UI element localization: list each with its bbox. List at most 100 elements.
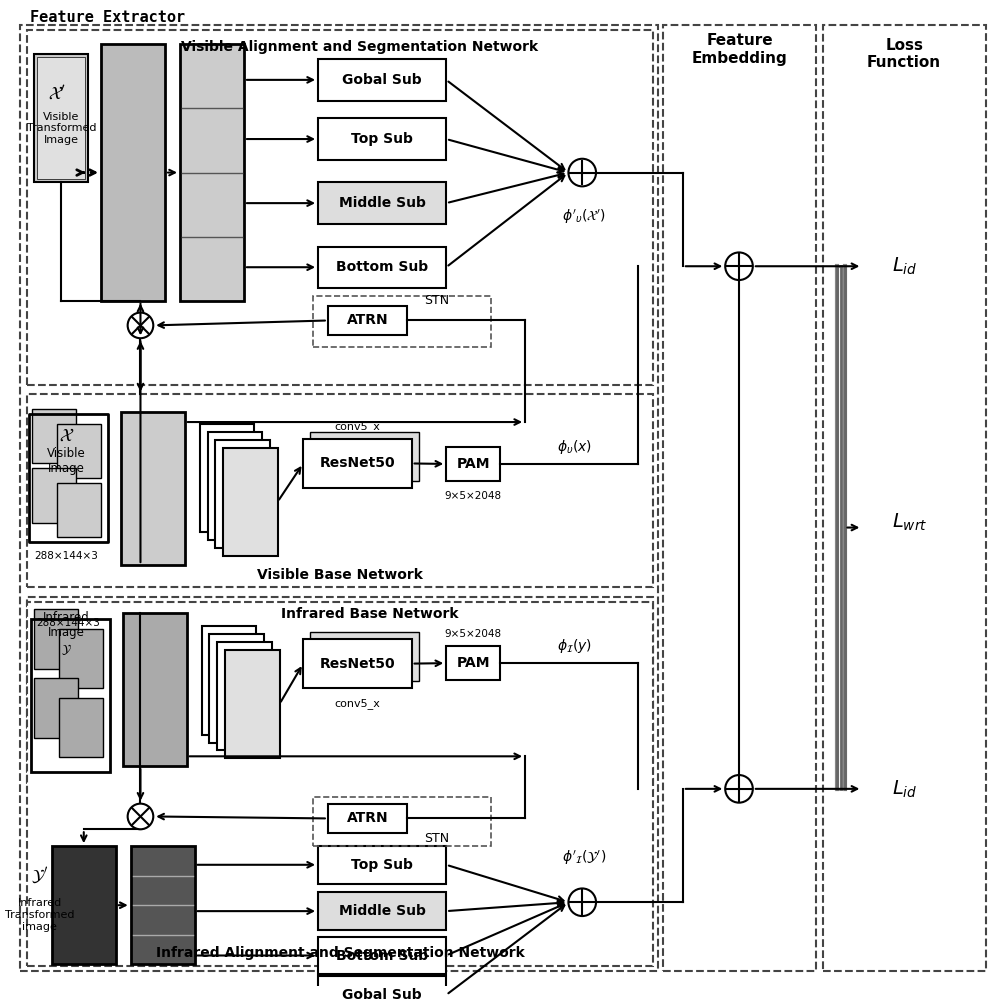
- Text: Loss
Function: Loss Function: [866, 38, 940, 70]
- Circle shape: [725, 252, 752, 280]
- Bar: [32, 409, 77, 463]
- Bar: [101, 44, 165, 301]
- Bar: [310, 432, 418, 481]
- Bar: [318, 247, 445, 288]
- Text: Top Sub: Top Sub: [351, 858, 413, 872]
- Text: 288×144×3: 288×144×3: [35, 551, 98, 561]
- Bar: [27, 602, 653, 966]
- Bar: [34, 609, 79, 669]
- Text: $\phi_{\upsilon}(x)$: $\phi_{\upsilon}(x)$: [557, 438, 591, 456]
- Bar: [217, 642, 271, 750]
- Text: Feature
Embedding: Feature Embedding: [691, 33, 786, 66]
- Bar: [34, 678, 79, 738]
- Bar: [318, 118, 445, 160]
- Bar: [445, 646, 500, 680]
- Bar: [59, 698, 103, 757]
- Text: Top Sub: Top Sub: [351, 132, 413, 146]
- Bar: [27, 30, 653, 385]
- Bar: [20, 25, 657, 971]
- Bar: [31, 619, 109, 772]
- Text: PAM: PAM: [456, 457, 489, 471]
- Bar: [27, 394, 653, 587]
- Circle shape: [127, 313, 153, 338]
- Text: Bottom Sub: Bottom Sub: [336, 260, 427, 274]
- Bar: [122, 613, 187, 766]
- Bar: [303, 439, 412, 488]
- Text: 9×5×2048: 9×5×2048: [444, 491, 501, 501]
- Text: $L_{wrt}$: $L_{wrt}$: [891, 512, 926, 533]
- Text: Middle Sub: Middle Sub: [338, 904, 425, 918]
- Text: Infrared
Transformed
image: Infrared Transformed image: [5, 898, 75, 932]
- Text: $\mathcal{Y}'$: $\mathcal{Y}'$: [31, 865, 49, 886]
- Text: 9×5×2048: 9×5×2048: [444, 629, 501, 639]
- Text: STN: STN: [423, 294, 448, 307]
- Text: ATRN: ATRN: [346, 313, 388, 327]
- Text: Visible Base Network: Visible Base Network: [257, 568, 422, 582]
- Bar: [52, 846, 115, 964]
- Text: Gobal Sub: Gobal Sub: [342, 988, 421, 1000]
- Bar: [310, 632, 418, 681]
- Bar: [200, 424, 253, 532]
- Bar: [318, 976, 445, 1000]
- Bar: [130, 846, 195, 964]
- Bar: [313, 797, 490, 846]
- Bar: [120, 412, 185, 565]
- Text: $\phi'_{\mathcal{I}}(\mathcal{Y}')$: $\phi'_{\mathcal{I}}(\mathcal{Y}')$: [562, 849, 605, 867]
- Text: $\mathcal{X}'$: $\mathcal{X}'$: [48, 84, 66, 103]
- Bar: [27, 597, 653, 789]
- Text: ResNet50: ResNet50: [319, 456, 395, 470]
- Bar: [208, 432, 261, 540]
- Bar: [202, 626, 255, 735]
- Bar: [445, 447, 500, 481]
- Circle shape: [725, 775, 752, 803]
- Bar: [303, 639, 412, 688]
- Bar: [327, 306, 407, 335]
- Bar: [57, 424, 101, 478]
- Circle shape: [568, 159, 595, 186]
- Text: $\phi_{\mathcal{I}}(y)$: $\phi_{\mathcal{I}}(y)$: [557, 637, 591, 655]
- Text: Infrared Alignment and Segmentation Network: Infrared Alignment and Segmentation Netw…: [156, 946, 524, 960]
- Text: ATRN: ATRN: [346, 811, 388, 825]
- Bar: [662, 25, 815, 971]
- Text: STN: STN: [423, 832, 448, 845]
- Text: conv5_x: conv5_x: [334, 422, 380, 432]
- Bar: [210, 634, 263, 743]
- Bar: [57, 483, 101, 537]
- Circle shape: [127, 804, 153, 829]
- Text: Visible
Image: Visible Image: [47, 447, 85, 475]
- Bar: [29, 414, 107, 542]
- Text: Infrared
Image
$\mathcal{Y}$: Infrared Image $\mathcal{Y}$: [43, 611, 89, 657]
- Bar: [225, 650, 279, 758]
- Text: Infrared Base Network: Infrared Base Network: [280, 607, 458, 621]
- Text: $L_{id}$: $L_{id}$: [891, 778, 916, 800]
- Text: Feature Extractor: Feature Extractor: [30, 10, 185, 25]
- Bar: [37, 57, 85, 179]
- Text: Visible
Transformed
Image: Visible Transformed Image: [27, 112, 96, 145]
- Bar: [32, 468, 77, 523]
- Bar: [180, 44, 244, 301]
- Bar: [318, 846, 445, 884]
- Text: conv5_x: conv5_x: [334, 698, 380, 709]
- Text: Visible Alignment and Segmentation Network: Visible Alignment and Segmentation Netwo…: [181, 40, 538, 54]
- Text: $L_{id}$: $L_{id}$: [891, 256, 916, 277]
- Bar: [318, 59, 445, 101]
- Text: $\phi'_{\upsilon}(\mathcal{X}')$: $\phi'_{\upsilon}(\mathcal{X}')$: [562, 208, 605, 226]
- Text: Bottom Sub: Bottom Sub: [336, 949, 427, 963]
- Bar: [313, 296, 490, 347]
- Text: ResNet50: ResNet50: [319, 657, 395, 671]
- Circle shape: [568, 888, 595, 916]
- Bar: [223, 448, 277, 556]
- Bar: [318, 892, 445, 930]
- Text: PAM: PAM: [456, 656, 489, 670]
- Bar: [34, 54, 88, 182]
- Text: Middle Sub: Middle Sub: [338, 196, 425, 210]
- Text: 288×144×3: 288×144×3: [37, 618, 100, 628]
- Bar: [327, 804, 407, 833]
- Bar: [822, 25, 984, 971]
- Text: Gobal Sub: Gobal Sub: [342, 73, 421, 87]
- Bar: [318, 937, 445, 974]
- Bar: [215, 440, 269, 548]
- Bar: [59, 629, 103, 688]
- Bar: [318, 182, 445, 224]
- Text: $\mathcal{X}$: $\mathcal{X}$: [59, 427, 75, 445]
